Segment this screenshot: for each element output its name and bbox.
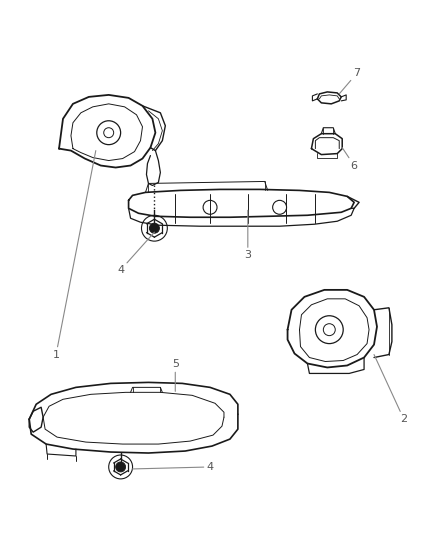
- Text: 4: 4: [133, 462, 214, 472]
- Circle shape: [149, 223, 159, 233]
- Text: 6: 6: [342, 148, 358, 171]
- Text: 2: 2: [374, 354, 407, 424]
- Circle shape: [116, 462, 126, 472]
- Text: 3: 3: [244, 211, 251, 260]
- Text: 1: 1: [53, 151, 96, 360]
- Text: 7: 7: [339, 68, 360, 94]
- Text: 5: 5: [172, 359, 179, 391]
- Text: 4: 4: [117, 232, 155, 275]
